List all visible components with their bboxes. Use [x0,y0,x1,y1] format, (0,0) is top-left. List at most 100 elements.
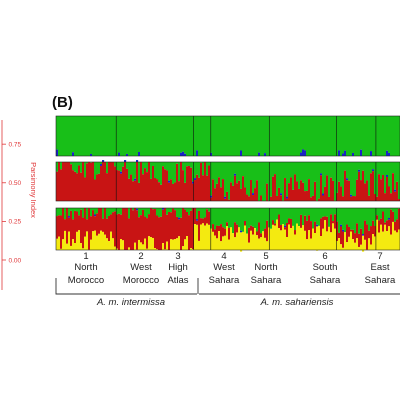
structure-bar-segment [82,116,85,156]
structure-bar-segment [134,242,137,250]
structure-bar-segment [336,116,339,156]
structure-bar-segment [360,244,363,250]
structure-bar-segment [308,162,311,180]
structure-bar-segment [86,219,89,232]
structure-bar-segment [310,238,313,250]
structure-bar-segment [236,208,239,225]
structure-bar-segment [366,208,369,225]
structure-bar-segment [352,239,355,250]
structure-bar-segment [386,231,389,250]
structure-bar-segment [306,116,309,156]
structure-bar-segment [118,162,121,171]
structure-bar-segment [344,232,347,250]
structure-bar-segment [108,215,111,242]
structure-bar-segment [350,116,353,156]
structure-bar-segment [80,208,83,210]
structure-bar-segment [386,176,389,201]
structure-bar-segment [90,116,93,154]
structure-bar-segment [208,208,211,212]
structure-bar-segment [216,208,219,226]
structure-bar-segment [298,188,301,201]
structure-bar-segment [218,116,221,156]
structure-bar-segment [330,162,333,178]
structure-bar-segment [200,116,203,156]
structure-bar-segment [122,162,125,167]
structure-bar-segment [140,208,143,216]
structure-bar-segment [322,195,325,201]
structure-bar-segment [78,208,81,216]
structure-bar-segment [68,217,71,232]
structure-bar-segment [102,231,105,250]
structure-bar-segment [120,173,123,201]
structure-bar-segment [360,116,363,150]
structure-bar-segment [310,116,313,156]
structure-row-k3 [55,160,400,202]
structure-bar-segment [212,179,215,201]
structure-bar-segment [358,208,361,234]
structure-bar-segment [218,225,221,232]
structure-bar-segment [328,162,331,197]
structure-bar-segment [250,230,253,250]
structure-bar-segment [172,116,175,156]
structure-bar-segment [388,218,391,220]
structure-bar-segment [82,217,85,249]
structure-bar-segment [306,162,309,191]
structure-bar-segment [68,216,71,218]
structure-bar-segment [234,116,237,156]
structure-bar-segment [178,217,181,220]
structure-bar-segment [176,116,179,156]
structure-bar-segment [240,208,243,231]
structure-bar-segment [194,208,197,225]
structure-bar-segment [316,226,319,251]
structure-bar-segment [318,162,321,199]
structure-bar-segment [220,208,223,225]
structure-bar-segment [386,220,389,232]
structure-bar-segment [346,224,349,243]
structure-bar-segment [144,238,147,250]
structure-bar-segment [234,208,237,223]
structure-bar-segment [370,173,373,201]
structure-bar-segment [380,208,383,219]
structure-bar-segment [88,162,91,201]
structure-bar-segment [384,222,387,225]
structure-bar-segment [242,208,245,232]
structure-bar-segment [176,162,179,164]
structure-bar-segment [150,116,153,156]
structure-bar-segment [146,218,149,249]
structure-bar-segment [110,214,113,232]
structure-bar-segment [304,230,307,250]
structure-bar-segment [174,116,177,156]
structure-bar-segment [316,162,319,201]
structure-bar-segment [286,236,289,250]
structure-bar-segment [246,233,249,250]
structure-bar-segment [72,152,75,156]
structure-bar-segment [252,208,255,227]
structure-bar-segment [90,162,93,201]
structure-bar-segment [242,176,245,201]
structure-bar-segment [254,116,257,156]
structure-bar-segment [372,171,375,201]
structure-bar-segment [66,208,69,244]
structure-bar-segment [236,162,239,184]
structure-bar-segment [92,210,95,232]
structure-bar-segment [142,162,145,175]
structure-bar-segment [340,224,343,227]
structure-bar-segment [372,234,375,250]
structure-bar-segment [342,231,345,248]
structure-bar-segment [312,162,315,196]
structure-bar-segment [190,210,193,249]
structure-bar-segment [108,116,111,156]
structure-bar-segment [294,174,297,201]
structure-bar-segment [106,218,109,239]
structure-bar-segment [344,116,347,151]
structure-bar-segment [244,220,247,226]
structure-bar-segment [256,231,259,236]
structure-bar-segment [288,116,291,156]
structure-bar-segment [296,116,299,156]
structure-bar-segment [140,162,143,201]
structure-bar-segment [240,230,243,233]
population-name: East [370,262,389,273]
structure-bar-segment [154,208,157,249]
structure-bar-segment [358,116,361,156]
structure-bar-segment [126,116,129,154]
